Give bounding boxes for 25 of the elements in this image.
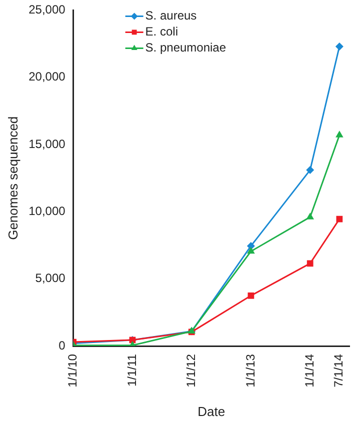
- y-tick-label: 20,000: [28, 70, 66, 84]
- legend-label: E. coli: [145, 24, 178, 39]
- y-tick-label: 15,000: [28, 136, 66, 151]
- point: [306, 260, 314, 267]
- point: [335, 42, 344, 50]
- y-tick-label: 0: [58, 338, 66, 352]
- x-tick-label: 1/1/14: [302, 354, 316, 388]
- y-tick-label: 25,000: [28, 2, 66, 17]
- x-tick-label: 1/1/11: [124, 354, 139, 387]
- y-axis-title: Genomes sequenced: [5, 116, 20, 240]
- x-axis-title: Date: [198, 404, 226, 419]
- x-tick-label: 7/1/14: [332, 354, 346, 388]
- x-tick-label: 1/1/13: [243, 354, 258, 388]
- point: [336, 130, 344, 138]
- x-tick-label: 1/1/12: [184, 354, 198, 388]
- y-tick-label: 10,000: [28, 204, 66, 218]
- x-tick-label: 1/1/10: [66, 354, 80, 388]
- y-tick-label: 5,000: [35, 271, 66, 286]
- point: [248, 292, 254, 299]
- point: [336, 216, 343, 222]
- point: [247, 246, 255, 254]
- point: [306, 212, 314, 220]
- legend-label: S. aureus: [145, 8, 197, 23]
- point: [306, 166, 314, 174]
- legend-label: S. pneumoniae: [145, 40, 226, 55]
